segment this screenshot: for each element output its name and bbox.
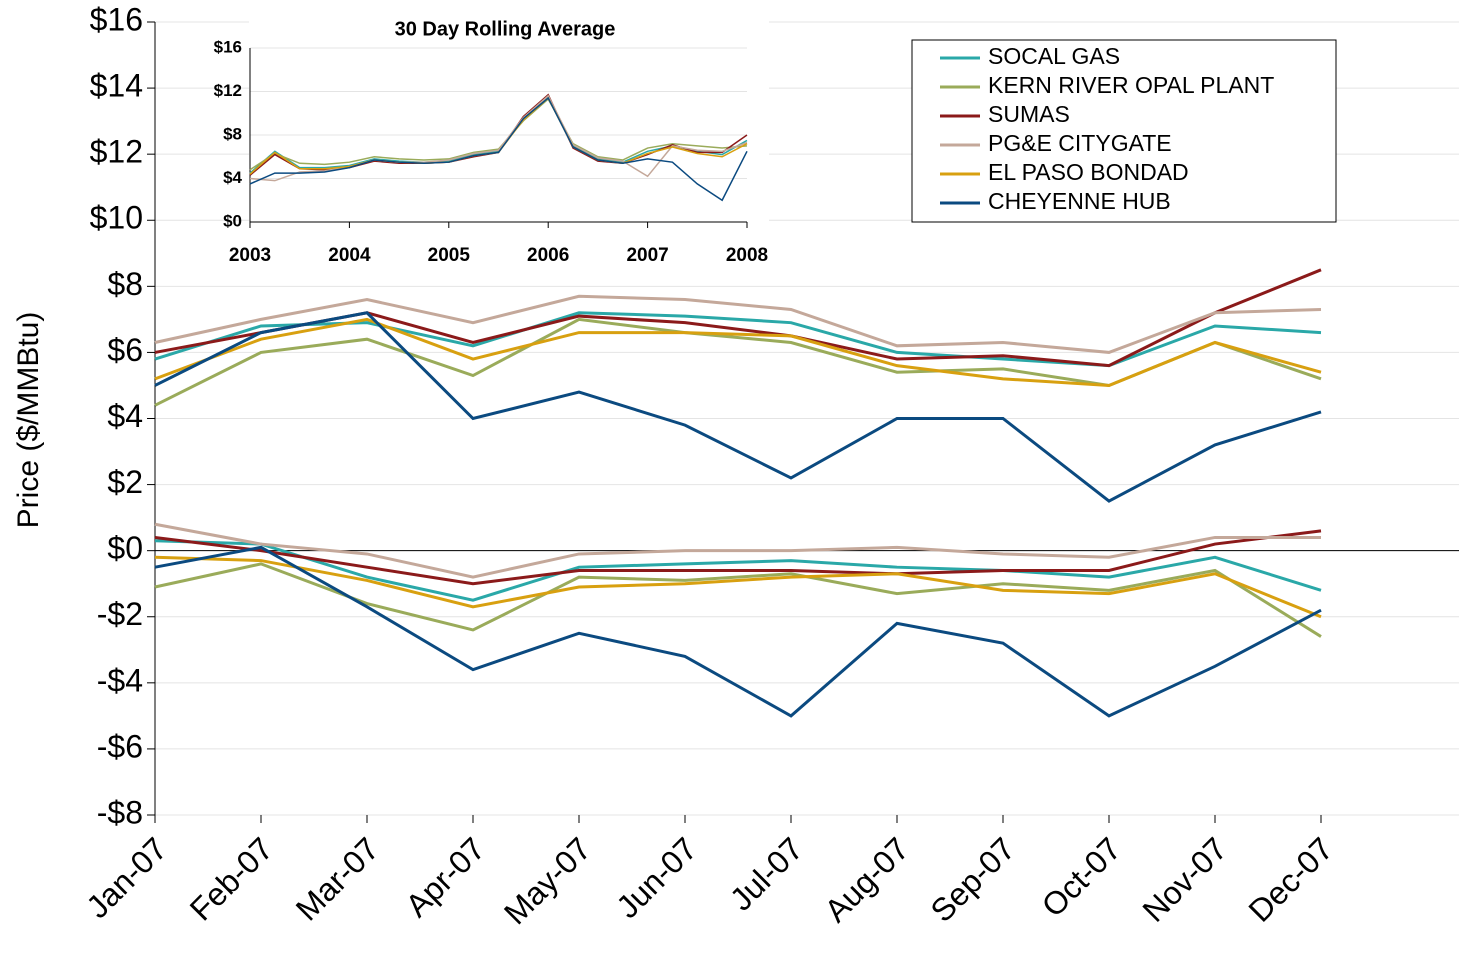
inset-x-tick-label: 2007 [626, 245, 668, 266]
inset-x-tick-label: 2005 [428, 245, 471, 266]
series-line [154, 545, 1322, 718]
x-tick-label: Feb-07 [183, 830, 280, 927]
inset-y-tick-label: $12 [214, 81, 242, 100]
x-tick-label: Dec-07 [1242, 830, 1340, 928]
legend-label: CHEYENNE HUB [988, 188, 1171, 214]
inset-y-tick-label: $4 [223, 168, 242, 187]
series-line [154, 539, 1322, 602]
series-line [154, 294, 1322, 354]
series-line [154, 311, 1322, 503]
inset-series-line [249, 94, 748, 182]
legend-label: EL PASO BONDAD [988, 159, 1189, 185]
x-tick-label: Nov-07 [1136, 830, 1234, 928]
legend-label: KERN RIVER OPAL PLANT [988, 72, 1274, 98]
y-tick-label: -$8 [97, 794, 143, 830]
inset-series-line [249, 96, 748, 202]
x-tick-label: May-07 [497, 830, 598, 931]
series-line [154, 529, 1322, 586]
y-tick-label: -$2 [97, 596, 143, 632]
y-tick-label: $4 [107, 398, 143, 434]
inset-y-tick-label: $8 [223, 124, 242, 143]
inset-y-tick-label: $16 [214, 37, 242, 56]
inset-x-tick-label: 2003 [229, 245, 271, 266]
legend-label: PG&E CITYGATE [988, 130, 1172, 156]
inset-x-tick-label: 2006 [527, 245, 569, 266]
y-tick-label: $16 [90, 1, 143, 37]
series-line [154, 317, 1322, 407]
y-tick-label: $2 [107, 464, 143, 500]
y-tick-label: $8 [107, 266, 143, 302]
series-line [154, 522, 1321, 579]
legend-label: SUMAS [988, 101, 1070, 127]
x-tick-label: Mar-07 [289, 830, 386, 927]
inset-x-tick-label: 2008 [726, 245, 768, 266]
y-tick-label: $10 [90, 200, 143, 236]
x-tick-label: Oct-07 [1035, 830, 1128, 923]
x-tick-label: Aug-07 [818, 830, 916, 928]
y-axis-label: Price ($/MMBtu) [12, 312, 45, 529]
x-tick-label: Jun-07 [609, 830, 704, 925]
legend-label: SOCAL GAS [988, 43, 1120, 69]
legend [911, 39, 1337, 223]
inset-y-tick-label: $0 [223, 211, 242, 230]
y-tick-label: $12 [90, 134, 143, 170]
series-line [154, 317, 1322, 387]
y-tick-label: $6 [107, 332, 143, 368]
inset-x-tick-label: 2004 [328, 245, 371, 266]
x-tick-label: Jan-07 [79, 830, 174, 925]
y-tick-label: -$6 [97, 728, 143, 764]
x-tick-label: Jul-07 [723, 830, 810, 917]
x-tick-label: Apr-07 [399, 830, 492, 923]
y-tick-label: $0 [107, 530, 143, 566]
y-tick-label: -$4 [97, 662, 143, 698]
y-tick-label: $14 [90, 68, 143, 104]
series-line [154, 555, 1322, 619]
inset-title: 30 Day Rolling Average [395, 18, 616, 40]
x-tick-label: Sep-07 [924, 830, 1022, 928]
